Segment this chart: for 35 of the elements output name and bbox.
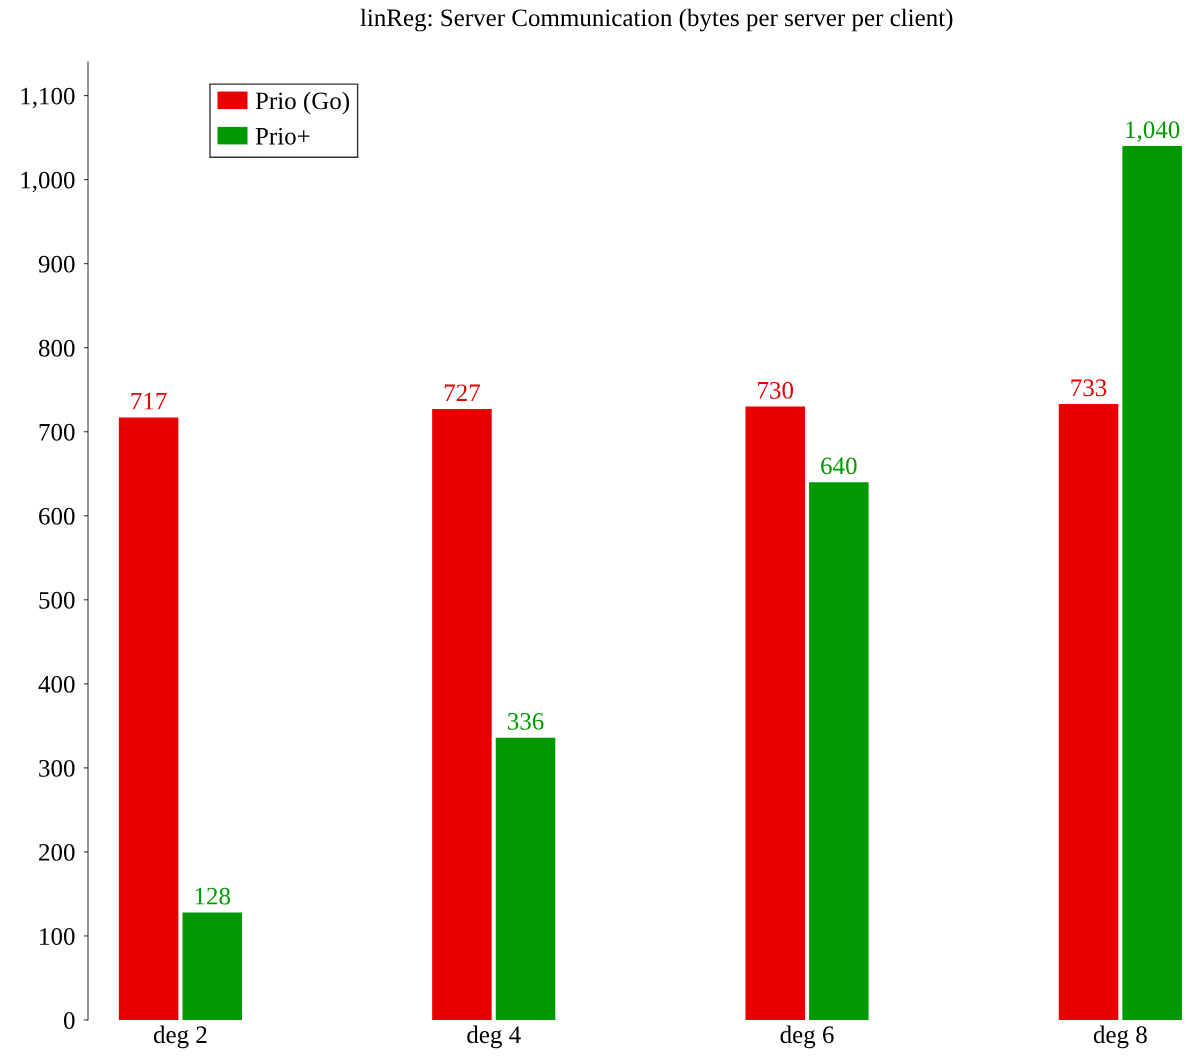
- x-tick-label: deg 6: [780, 1025, 834, 1049]
- x-tick-label: deg 8: [1093, 1025, 1147, 1049]
- y-tick-label: 500: [39, 591, 75, 609]
- data-label: 640: [821, 457, 857, 475]
- bar: [809, 482, 869, 1020]
- data-label: 727: [444, 384, 480, 401]
- chart-title: linReg: Server Communication (bytes per server per client): [360, 8, 953, 32]
- y-tick-label: 400: [38, 675, 75, 693]
- y-tick-label: 900: [38, 255, 75, 273]
- y-tick-label: 1,100: [21, 87, 75, 109]
- bar: [1122, 146, 1182, 1020]
- bar: [182, 912, 242, 1020]
- data-label: 1,040: [1126, 121, 1180, 142]
- y-tick-label: 300: [39, 759, 75, 777]
- y-tick-label: 800: [38, 339, 75, 357]
- bar: [1058, 404, 1119, 1020]
- bar: [745, 406, 805, 1020]
- data-label: 128: [195, 887, 231, 905]
- x-tick-label: deg 4: [467, 1025, 521, 1049]
- bar: [432, 409, 492, 1020]
- y-tick-label: 700: [39, 423, 75, 441]
- y-tick-label: 0: [63, 1012, 75, 1029]
- bar: [118, 417, 179, 1020]
- data-label: 717: [131, 392, 167, 410]
- data-label: 733: [1071, 379, 1107, 397]
- bar: [495, 737, 556, 1020]
- legend-label: Prio (Go): [255, 91, 350, 115]
- y-tick-label: 100: [40, 928, 75, 945]
- y-tick-label: 200: [39, 843, 75, 861]
- x-tick-label: deg 2: [153, 1025, 207, 1049]
- data-label: 730: [758, 381, 794, 399]
- y-tick-label: 600: [39, 507, 75, 525]
- legend-label: Prio+: [255, 127, 310, 145]
- y-tick-label: 1,000: [21, 171, 75, 193]
- data-label: 336: [507, 712, 544, 730]
